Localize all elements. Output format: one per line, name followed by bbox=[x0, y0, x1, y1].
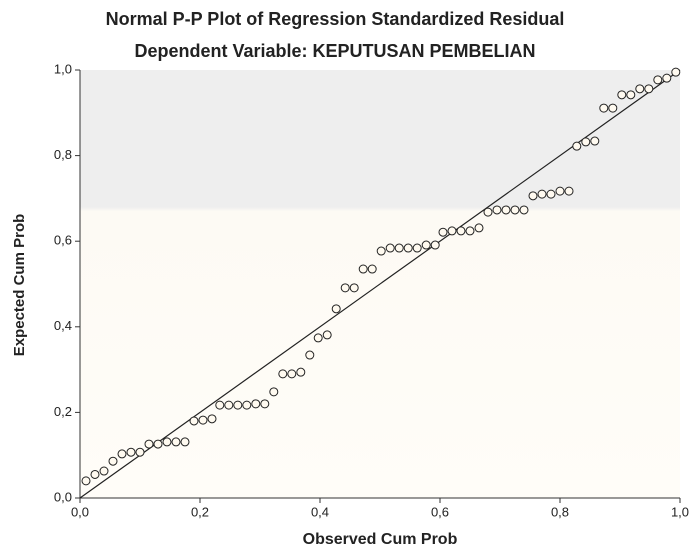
point bbox=[91, 470, 99, 478]
point bbox=[234, 401, 242, 409]
point bbox=[243, 401, 251, 409]
point bbox=[618, 91, 626, 99]
y-tick-label: 0,4 bbox=[54, 318, 72, 333]
point bbox=[565, 187, 573, 195]
point bbox=[672, 68, 680, 76]
point bbox=[127, 448, 135, 456]
point bbox=[484, 208, 492, 216]
point bbox=[377, 247, 385, 255]
point bbox=[573, 142, 581, 150]
point bbox=[395, 244, 403, 252]
y-tick-label: 1,0 bbox=[54, 61, 72, 76]
point bbox=[386, 244, 394, 252]
point bbox=[82, 477, 90, 485]
point bbox=[582, 138, 590, 146]
x-axis-label: Observed Cum Prob bbox=[303, 531, 458, 548]
point bbox=[556, 187, 564, 195]
point bbox=[297, 368, 305, 376]
point bbox=[350, 284, 358, 292]
point bbox=[413, 244, 421, 252]
point bbox=[341, 284, 349, 292]
point bbox=[190, 417, 198, 425]
point bbox=[654, 76, 662, 84]
point bbox=[457, 227, 465, 235]
point bbox=[502, 206, 510, 214]
point bbox=[100, 467, 108, 475]
point bbox=[609, 104, 617, 112]
point bbox=[422, 241, 430, 249]
x-tick-label: 0,8 bbox=[551, 504, 569, 519]
point bbox=[154, 440, 162, 448]
point bbox=[270, 388, 278, 396]
point bbox=[493, 206, 501, 214]
y-axis-label: Expected Cum Prob bbox=[11, 214, 28, 357]
point bbox=[431, 241, 439, 249]
point bbox=[109, 457, 117, 465]
point bbox=[511, 206, 519, 214]
chart: Normal P-P Plot of Regression Standardiz… bbox=[0, 0, 694, 551]
chart-subtitle: Dependent Variable: KEPUTUSAN PEMBELIAN bbox=[134, 41, 535, 61]
point bbox=[600, 104, 608, 112]
point bbox=[359, 265, 367, 273]
point bbox=[591, 137, 599, 145]
point bbox=[636, 85, 644, 93]
point bbox=[529, 192, 537, 200]
point bbox=[314, 334, 322, 342]
point bbox=[261, 400, 269, 408]
point bbox=[181, 438, 189, 446]
x-tick-label: 0,4 bbox=[311, 504, 329, 519]
point bbox=[145, 440, 153, 448]
y-tick-label: 0,2 bbox=[54, 404, 72, 419]
point bbox=[663, 74, 671, 82]
x-tick-label: 0,2 bbox=[191, 504, 209, 519]
point bbox=[225, 401, 233, 409]
point bbox=[547, 190, 555, 198]
point bbox=[118, 450, 126, 458]
point bbox=[306, 351, 314, 359]
y-tick-label: 0,6 bbox=[54, 233, 72, 248]
point bbox=[172, 438, 180, 446]
chart-title: Normal P-P Plot of Regression Standardiz… bbox=[106, 9, 565, 29]
point bbox=[332, 305, 340, 313]
point bbox=[520, 206, 528, 214]
y-tick-label: 0,0 bbox=[54, 489, 72, 504]
y-tick-label: 0,8 bbox=[54, 147, 72, 162]
point bbox=[199, 416, 207, 424]
point bbox=[475, 224, 483, 232]
point bbox=[538, 190, 546, 198]
point bbox=[288, 370, 296, 378]
point bbox=[368, 265, 376, 273]
point bbox=[439, 228, 447, 236]
point bbox=[216, 401, 224, 409]
point bbox=[645, 85, 653, 93]
x-tick-label: 0,0 bbox=[71, 504, 89, 519]
x-tick-label: 0,6 bbox=[431, 504, 449, 519]
point bbox=[323, 331, 331, 339]
x-tick-label: 1,0 bbox=[671, 504, 689, 519]
point bbox=[404, 244, 412, 252]
point bbox=[627, 91, 635, 99]
point bbox=[252, 400, 260, 408]
point bbox=[163, 438, 171, 446]
point bbox=[136, 448, 144, 456]
point bbox=[208, 415, 216, 423]
point bbox=[466, 227, 474, 235]
point bbox=[448, 227, 456, 235]
point bbox=[279, 370, 287, 378]
